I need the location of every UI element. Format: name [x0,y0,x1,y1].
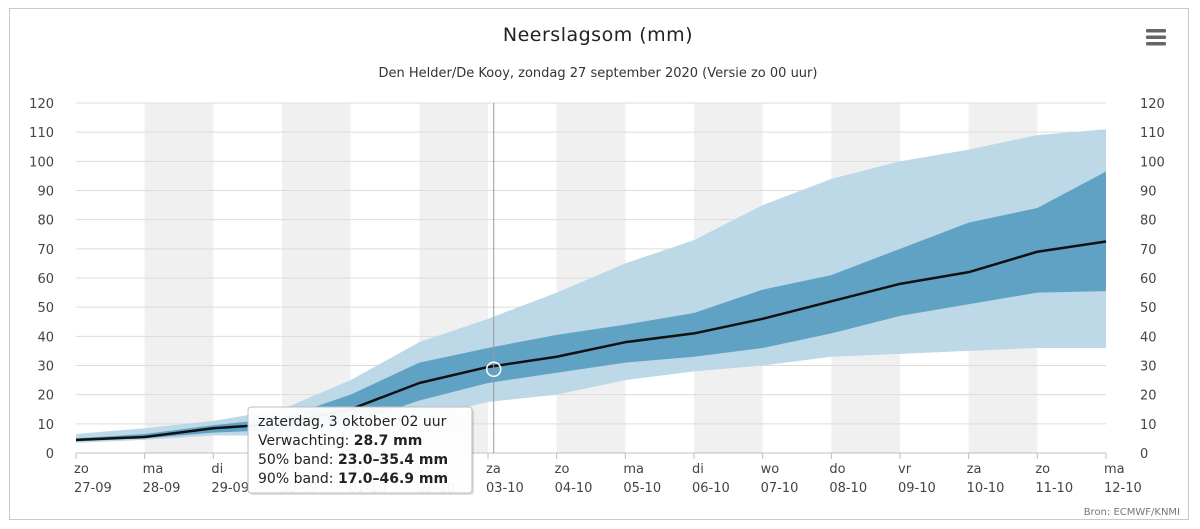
x-tick-date: 06-10 [692,481,730,496]
y-tick-label: 20 [1140,389,1157,404]
x-tick-day: za [967,462,982,477]
x-tick-day: ma [1104,462,1125,477]
y-tick-label: 90 [37,185,54,200]
tooltip-row-label: 50% band: [258,452,338,468]
x-tick-day: do [829,462,845,477]
x-tick-date: 05-10 [623,481,661,496]
x-tick-day: ma [143,462,164,477]
y-tick-label: 80 [1140,214,1157,229]
tooltip-row: 50% band: 23.0–35.4 mm [258,452,448,468]
y-tick-label: 10 [1140,418,1157,433]
x-tick-date: 28-09 [143,481,181,496]
x-tick-date: 03-10 [486,481,524,496]
x-tick-day: di [211,462,223,477]
tooltip-row: 90% band: 17.0–46.9 mm [258,471,448,487]
y-tick-label: 0 [46,447,54,462]
chart-subtitle: Den Helder/De Kooy, zondag 27 september … [379,66,818,81]
band-90 [76,129,1106,443]
tooltip-row-value: 23.0–35.4 mm [338,452,448,468]
band-50 [76,171,1106,442]
y-tick-label: 60 [37,272,54,287]
x-tick-date: 27-09 [74,481,112,496]
x-tick-date: 08-10 [829,481,867,496]
x-tick-day: wo [761,462,780,477]
x-tick-day: zo [1035,462,1050,477]
hamburger-menu-icon[interactable] [1146,29,1166,46]
tooltip: zaterdag, 3 oktober 02 uur Verwachting: 2… [247,406,474,495]
chart-credit: Bron: ECMWF/KNMI [1084,507,1180,518]
y-tick-label: 120 [1140,97,1165,112]
crosshair [485,103,502,453]
x-tick-date: 10-10 [967,481,1005,496]
y-tick-label: 110 [1140,126,1165,141]
y-axis-right-labels: 0 10 20 30 40 50 60 70 80 90 100 110 120 [1140,97,1165,462]
bands [76,129,1106,443]
hover-marker [485,361,502,378]
y-tick-label: 70 [1140,243,1157,258]
x-tick-date: 12-10 [1104,481,1142,496]
x-tick-day: zo [74,462,89,477]
y-tick-label: 50 [1140,301,1157,316]
tooltip-row: Verwachting: 28.7 mm [258,433,422,449]
y-tick-label: 90 [1140,185,1157,200]
y-tick-label: 110 [29,126,54,141]
y-tick-label: 50 [37,301,54,316]
tooltip-row-value: 17.0–46.9 mm [338,471,448,487]
chart-container: 0 10 20 30 40 50 60 70 80 90 100 110 120 0 10 20 30 40 50… [9,8,1189,520]
tooltip-row-label: Verwachting: [258,433,354,449]
x-tick-day: ma [623,462,644,477]
x-tick-date: 04-10 [555,481,593,496]
y-tick-label: 100 [1140,155,1165,170]
y-tick-label: 40 [1140,330,1157,345]
y-tick-label: 30 [1140,360,1157,375]
x-tick-day: zo [555,462,570,477]
x-axis-labels: zo27-09ma28-09di29-09wo30-09do01-10vr02-… [74,453,1142,496]
x-tick-day: di [692,462,704,477]
y-tick-label: 20 [37,389,54,404]
tooltip-title: zaterdag, 3 oktober 02 uur [258,414,447,430]
y-tick-label: 40 [37,330,54,345]
y-tick-label: 60 [1140,272,1157,287]
y-tick-label: 30 [37,360,54,375]
x-tick-date: 07-10 [761,481,799,496]
y-tick-label: 70 [37,243,54,258]
y-tick-label: 10 [37,418,54,433]
x-tick-date: 11-10 [1035,481,1073,496]
y-tick-label: 80 [37,214,54,229]
y-axis-left-labels: 0 10 20 30 40 50 60 70 80 90 100 110 120 [29,97,54,462]
y-tick-label: 100 [29,155,54,170]
x-tick-day: za [486,462,501,477]
x-tick-date: 09-10 [898,481,936,496]
x-tick-date: 29-09 [211,481,249,496]
y-tick-label: 0 [1140,447,1148,462]
chart-svg: 0 10 20 30 40 50 60 70 80 90 100 110 120 0 10 20 30 40 50… [29,24,1180,518]
chart-title: Neerslagsom (mm) [503,24,693,46]
x-tick-day: vr [898,462,912,477]
tooltip-row-label: 90% band: [258,471,338,487]
tooltip-row-value: 28.7 mm [354,433,423,449]
tooltip-box [247,406,473,494]
y-tick-label: 120 [29,97,54,112]
